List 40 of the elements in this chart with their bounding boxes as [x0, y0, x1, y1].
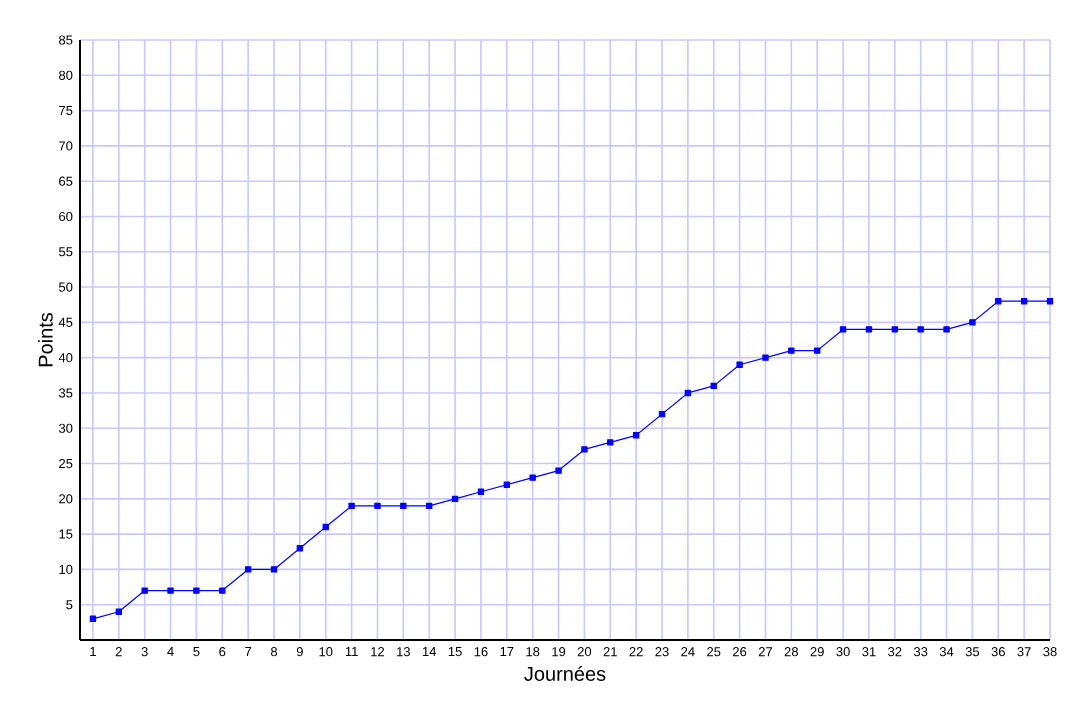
y-axis-title: Points	[38, 312, 53, 367]
point	[167, 587, 174, 594]
point	[270, 566, 278, 573]
point	[193, 587, 200, 594]
point	[451, 495, 459, 503]
point	[115, 608, 123, 615]
point	[1046, 297, 1054, 305]
point	[839, 326, 847, 333]
point	[89, 615, 97, 623]
point	[865, 326, 873, 333]
point	[736, 361, 743, 368]
point	[400, 502, 407, 510]
point	[374, 502, 381, 510]
point	[477, 488, 485, 495]
point	[141, 587, 148, 594]
point	[555, 467, 562, 474]
point	[969, 319, 976, 326]
point	[684, 389, 692, 397]
x-axis-title: Journées	[524, 665, 606, 681]
point	[607, 439, 614, 446]
point	[426, 502, 433, 510]
point	[710, 382, 717, 390]
point	[296, 545, 304, 552]
point	[1020, 297, 1028, 305]
point	[632, 432, 640, 439]
point	[529, 474, 536, 481]
point	[917, 326, 924, 333]
point	[788, 347, 795, 354]
point	[943, 326, 950, 333]
point	[995, 297, 1002, 305]
point	[244, 566, 252, 573]
point	[814, 347, 821, 354]
point	[762, 354, 769, 361]
point	[891, 326, 899, 333]
point	[503, 481, 510, 488]
point	[322, 523, 329, 531]
point	[348, 502, 355, 510]
point	[581, 446, 588, 453]
point	[658, 410, 666, 418]
point	[219, 587, 226, 594]
